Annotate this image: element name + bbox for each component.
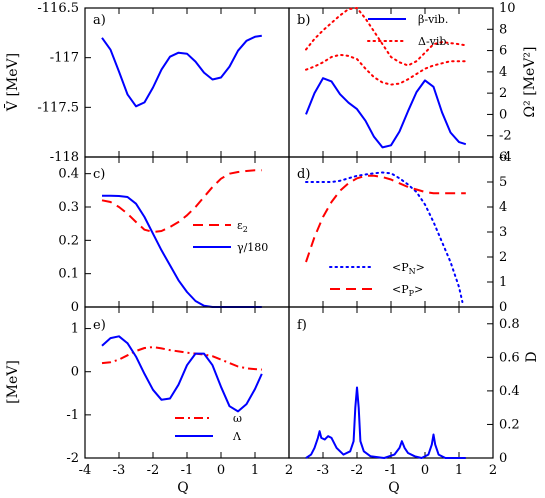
- panel-d-label: d): [297, 167, 310, 182]
- panel-f-xtick-label: -1: [385, 463, 398, 478]
- legend-pp-close: >: [414, 283, 423, 296]
- panel-e-series-2: [101, 335, 263, 413]
- legend-label-pn: <PN>: [392, 261, 425, 276]
- panel-f-xtick-label: -2: [351, 463, 364, 478]
- panel-a-label: a): [93, 13, 106, 28]
- panel-a-ytick-label: -118: [50, 150, 79, 165]
- panel-b-series-2: [305, 7, 467, 67]
- legend-label-eps2: ε2: [237, 219, 248, 234]
- panel-b-label: b): [297, 13, 310, 28]
- panel-a-ytick-label: -116.5: [37, 1, 79, 16]
- panel-c-ytick-label: 0.4: [58, 167, 79, 182]
- panel-e-xtick-label: 0: [217, 463, 225, 478]
- panel-f-xtick-label: -3: [317, 463, 330, 478]
- panel-c-label: c): [93, 167, 105, 182]
- panel-d-ytick-label: 5: [499, 175, 507, 190]
- panel-e-xtick-label: -4: [79, 463, 92, 478]
- panel-a-ytick-label: -117: [50, 51, 79, 66]
- legend-label-gamma: γ/180: [237, 241, 268, 254]
- panel-c-series-1: [101, 169, 262, 233]
- panel-e-xtick-label: 1: [251, 463, 259, 478]
- panel-c-ytick-label: 0.3: [58, 200, 79, 215]
- panel-e-ytick-label: -2: [66, 451, 79, 466]
- panel-d-ytick-label: 0: [499, 300, 507, 315]
- legend-label-delta: Δ-vib.: [418, 35, 450, 48]
- panel-d-series-2: [305, 174, 466, 263]
- panel-b-ytick-label: 2: [499, 86, 507, 101]
- panel-d-ytick-label: 6: [499, 150, 507, 165]
- panel-e-xtick-label: -3: [113, 463, 126, 478]
- legend-eps-symbol: ε: [237, 219, 243, 232]
- panel-f-ytick-label: 0.8: [499, 317, 520, 332]
- panel-f-ytick-label: 0.6: [499, 350, 520, 365]
- panels: -116.5-117-117.5-118 -4-2024681000.10.20.…: [37, 1, 519, 478]
- y-axis-label-top-left: V̄ [MeV]: [3, 53, 21, 112]
- legend-pn-open: <P: [392, 261, 409, 274]
- panel-c-ytick-label: 0.2: [58, 233, 79, 248]
- legend-pn-subscript: N: [409, 267, 416, 276]
- legend-label-pp: <PP>: [392, 283, 423, 298]
- y-axis-label-bottom-left: [MeV]: [5, 360, 21, 404]
- panel-f-ytick-label: 0: [499, 451, 507, 466]
- panel-b-ytick-label: 10: [499, 1, 516, 16]
- panel-e-xtick-label: -1: [181, 463, 194, 478]
- panel-d-ytick-label: 2: [499, 250, 507, 265]
- panel-f-xtick-label: 0: [421, 463, 429, 478]
- panel-d-ytick-label: 3: [499, 225, 507, 240]
- panel-e-ytick-label: 0: [71, 365, 79, 380]
- legend-pn-close: >: [416, 261, 425, 274]
- panel-e-xtick-label: -2: [147, 463, 160, 478]
- legend-pp-subscript: P: [409, 289, 415, 298]
- panel-f-xtick-label: 1: [455, 463, 463, 478]
- panel-f-ytick-label: 0.2: [499, 417, 520, 432]
- panel-e-label: e): [93, 318, 106, 333]
- panel-d-ytick-label: 4: [499, 200, 507, 215]
- panel-b-ytick-label: -4: [499, 150, 512, 165]
- panel-e-ytick-label: -1: [66, 408, 79, 423]
- x-axis-label-right: Q: [388, 480, 399, 496]
- panel-c-ytick-label: 0: [71, 300, 79, 315]
- panel-e-xtick-label: 2: [285, 463, 293, 478]
- panel-a-ytick-label: -117.5: [37, 100, 79, 115]
- y-axis-label-top-right: Ω² [MeV²]: [522, 47, 538, 118]
- panel-d-ytick-label: 1: [499, 275, 507, 290]
- panel-b-ytick-label: 0: [499, 107, 507, 122]
- panel-e-series-1: [101, 346, 262, 371]
- panel-b-ytick-label: 8: [499, 22, 507, 37]
- panel-e-ytick-label: 1: [71, 322, 79, 337]
- legend-label-beta: β-vib.: [418, 13, 448, 26]
- panel-b-series-3: [305, 53, 467, 86]
- legend-pp-open: <P: [392, 283, 409, 296]
- panel-f-ytick-label: 0.4: [499, 384, 520, 399]
- panel-b-ytick-label: -2: [499, 129, 512, 144]
- panel-c-ytick-label: 0.1: [58, 267, 79, 282]
- panel-a-series-1: [101, 34, 262, 108]
- panel-d-series-1: [305, 171, 464, 303]
- panel-f-series-1: [305, 386, 466, 459]
- legend-label-omega: ω: [233, 412, 242, 425]
- panel-b-ytick-label: 4: [499, 65, 507, 80]
- panel-f-xtick-label: 2: [489, 463, 497, 478]
- panel-b-ytick-label: 6: [499, 44, 507, 59]
- x-axis-label-left: Q: [177, 480, 188, 496]
- y-axis-label-bottom-right: D: [524, 351, 540, 362]
- panel-f-label: f): [297, 318, 307, 333]
- legend-eps-subscript: 2: [243, 225, 248, 234]
- panel-b-series-1: [305, 77, 467, 149]
- legend-label-lambda: Λ: [232, 430, 242, 443]
